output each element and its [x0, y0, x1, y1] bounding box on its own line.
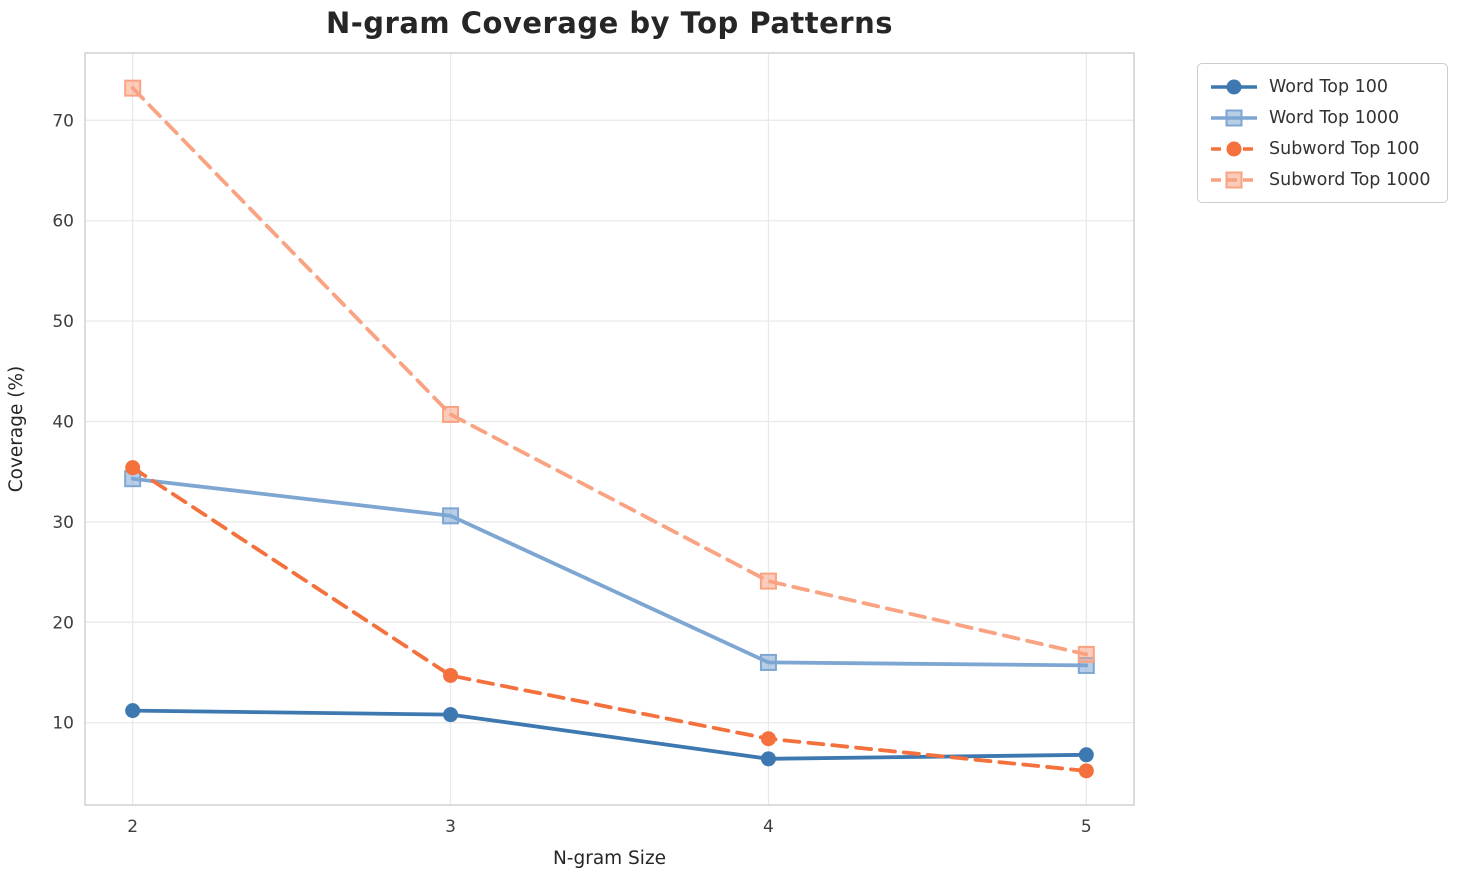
series-line-word-top-100	[130, 708, 1089, 761]
data-point-marker	[124, 79, 142, 97]
y-tick-label: 20	[52, 613, 74, 633]
y-tick-label: 60	[52, 212, 74, 232]
data-point-marker	[760, 751, 776, 767]
legend-sample-square-icon	[1211, 171, 1257, 188]
legend: Word Top 100 Word Top 1000 Subword Top 100…	[1197, 63, 1448, 203]
chart-title: N-gram Coverage by Top Patterns	[325, 6, 894, 40]
data-point-marker	[759, 572, 777, 590]
series-line-word-top-1000	[130, 476, 1089, 668]
y-tick-label: 40	[52, 412, 74, 432]
x-tick-label: 3	[445, 817, 456, 837]
legend-item: Subword Top 1000	[1209, 164, 1431, 195]
data-point-marker	[125, 703, 141, 719]
legend-item: Word Top 100	[1209, 71, 1431, 102]
x-tick-label: 4	[763, 817, 774, 837]
legend-sample-square-icon	[1211, 109, 1257, 126]
legend-item: Word Top 1000	[1209, 102, 1431, 133]
data-point-marker	[442, 405, 460, 423]
x-tick-label: 5	[1081, 817, 1092, 837]
y-axis-label: Coverage (%)	[6, 366, 27, 493]
data-point-marker	[760, 731, 776, 747]
y-tick-label: 30	[52, 513, 74, 533]
series-line-subword-top-100	[130, 465, 1089, 773]
legend-sample-circle-icon	[1211, 79, 1257, 94]
y-tick-label: 10	[52, 714, 74, 734]
data-point-marker	[442, 507, 460, 525]
y-tick-label: 70	[52, 111, 74, 131]
data-point-marker	[443, 667, 459, 683]
legend-label: Subword Top 100	[1269, 138, 1420, 159]
data-point-marker	[759, 653, 777, 671]
series-line-subword-top-1000	[130, 86, 1089, 657]
data-point-marker	[125, 460, 141, 476]
data-point-marker	[1077, 645, 1095, 663]
x-tick-label: 2	[127, 817, 138, 837]
data-point-marker	[1078, 763, 1094, 779]
legend-item: Subword Top 100	[1209, 133, 1431, 164]
plot-border	[84, 52, 1135, 806]
y-tick-label: 50	[52, 312, 74, 332]
legend-label: Subword Top 1000	[1269, 169, 1431, 190]
legend-label: Word Top 100	[1269, 76, 1389, 97]
data-point-marker	[1078, 747, 1094, 763]
x-axis-label: N-gram Size	[553, 848, 666, 869]
data-point-marker	[443, 707, 459, 723]
legend-sample-circle-icon	[1211, 141, 1257, 156]
legend-label: Word Top 1000	[1269, 107, 1400, 128]
